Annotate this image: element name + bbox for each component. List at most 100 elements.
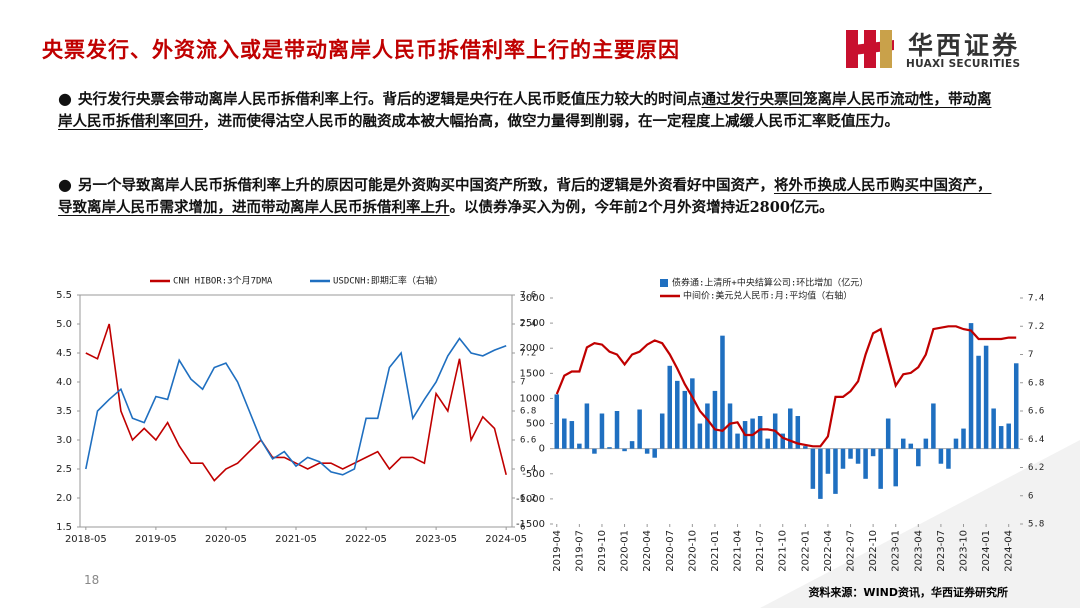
bar bbox=[577, 443, 582, 449]
x-tick-label: 2023-01 bbox=[891, 530, 902, 572]
bar bbox=[727, 403, 733, 449]
x-tick-label: 2021-07 bbox=[755, 530, 766, 572]
y-tick-label: 3000 bbox=[520, 293, 545, 304]
bar bbox=[592, 448, 597, 454]
bar bbox=[652, 448, 657, 458]
y-tick-label: 1000 bbox=[520, 393, 545, 404]
x-tick-label: 2023-05 bbox=[415, 534, 457, 545]
bar bbox=[614, 411, 620, 449]
logo-subtitle: HUAXI SECURITIES bbox=[906, 58, 1021, 70]
x-tick-label: 2018-05 bbox=[65, 534, 107, 545]
x-tick-label: 2020-10 bbox=[687, 530, 698, 572]
y-tick-label: 2500 bbox=[520, 318, 545, 329]
y-tick-label: 5.5 bbox=[56, 290, 72, 301]
y2-tick-label: 6.8 bbox=[1028, 378, 1044, 388]
bar bbox=[848, 448, 853, 459]
y2-tick-label: 7 bbox=[1028, 350, 1033, 360]
bar bbox=[968, 323, 974, 449]
bar bbox=[916, 448, 921, 467]
y-tick-label: -1000 bbox=[516, 494, 545, 505]
bar bbox=[885, 418, 891, 449]
bar bbox=[818, 448, 823, 499]
x-tick-label: 2023-07 bbox=[936, 530, 947, 572]
bar bbox=[607, 447, 612, 449]
legend-swatch bbox=[660, 279, 668, 287]
y-tick-label: 3.5 bbox=[56, 406, 72, 417]
x-tick-label: 2023-10 bbox=[959, 530, 970, 572]
bar bbox=[788, 408, 793, 449]
legend-label: CNH HIBOR:3个月7DMA bbox=[173, 276, 273, 287]
page-number: 18 bbox=[84, 573, 100, 587]
x-tick-label: 2022-05 bbox=[345, 534, 387, 545]
y2-tick-label: 6.2 bbox=[520, 494, 536, 504]
x-tick-label: 2020-01 bbox=[620, 530, 631, 572]
underlined-text: 将外币换成人民币购买中国资产，导致离岸人民币需求增加，进而带动离岸人民币拆借利率… bbox=[58, 177, 992, 216]
y-tick-label: 1.5 bbox=[56, 522, 72, 533]
y-tick-label: 2000 bbox=[520, 343, 545, 354]
bar bbox=[931, 403, 936, 449]
y2-tick-label: 7.2 bbox=[520, 349, 536, 359]
bar bbox=[825, 448, 831, 474]
x-tick-label: 2022-07 bbox=[846, 530, 857, 572]
y-tick-label: 1500 bbox=[520, 368, 545, 379]
x-tick-label: 2022-10 bbox=[868, 530, 879, 572]
y2-tick-label: 7.4 bbox=[520, 320, 536, 330]
bar bbox=[991, 408, 996, 449]
text: ，进而使得沽空人民币的融资成本被大幅抬高，做空力量得到削弱，在一定程度上减缓人民… bbox=[203, 113, 899, 130]
x-tick-label: 2019-07 bbox=[574, 530, 585, 572]
bar bbox=[810, 448, 816, 489]
bar bbox=[1006, 423, 1011, 449]
bar bbox=[659, 413, 665, 449]
x-tick-label: 2021-04 bbox=[733, 530, 744, 572]
bar bbox=[697, 423, 703, 449]
bar bbox=[923, 438, 929, 449]
bar bbox=[644, 448, 650, 454]
y2-tick-label: 6.6 bbox=[1028, 407, 1044, 417]
y2-tick-label: 6.6 bbox=[520, 436, 536, 446]
y-tick-label: -1500 bbox=[516, 519, 545, 530]
bar bbox=[622, 448, 627, 452]
y-tick-label: 4.5 bbox=[56, 348, 72, 359]
y2-tick-label: 6.2 bbox=[1028, 463, 1044, 473]
x-tick-label: 2024-04 bbox=[1004, 530, 1015, 572]
text: 央行发行央票会带动离岸人民币拆借利率上行。背后的逻辑是央行在人民币贬值压力较大的… bbox=[77, 91, 702, 108]
legend-label: 中间价:美元兑人民币:月:平均值（右轴） bbox=[683, 290, 852, 302]
bar bbox=[735, 433, 740, 449]
legend-label: USDCNH:即期汇率（右轴） bbox=[333, 275, 443, 287]
bar bbox=[1013, 363, 1019, 449]
bullet: ● 另一个导致离岸人民币拆借利率上升的原因可能是外资购买中国资产所致，背后的逻辑是… bbox=[58, 175, 992, 216]
bar bbox=[720, 335, 725, 449]
x-tick-label: 2019-04 bbox=[552, 530, 563, 572]
bar bbox=[840, 448, 846, 469]
line-series bbox=[555, 325, 1017, 448]
bar bbox=[893, 448, 898, 487]
y2-tick-label: 6.4 bbox=[1028, 435, 1044, 445]
y2-tick-label: 7.6 bbox=[520, 291, 536, 301]
x-tick-label: 2024-01 bbox=[981, 530, 992, 572]
x-tick-label: 2020-05 bbox=[205, 534, 247, 545]
bar bbox=[712, 390, 718, 449]
bar bbox=[946, 448, 951, 469]
bar bbox=[675, 380, 680, 449]
y2-tick-label: 7.4 bbox=[1028, 294, 1044, 304]
bar bbox=[554, 394, 560, 449]
y-tick-label: 500 bbox=[526, 419, 545, 430]
x-tick-label: 2019-05 bbox=[135, 534, 177, 545]
bar bbox=[870, 448, 876, 457]
bar bbox=[629, 441, 635, 449]
bar bbox=[750, 418, 755, 449]
bar bbox=[690, 378, 695, 449]
y-tick-label: 2.0 bbox=[56, 493, 72, 504]
y-tick-label: 3.0 bbox=[56, 435, 72, 446]
bar bbox=[682, 390, 688, 449]
bar bbox=[705, 403, 710, 449]
bar bbox=[637, 409, 642, 449]
bar bbox=[908, 443, 914, 449]
x-tick-label: 2022-01 bbox=[800, 530, 811, 572]
bar bbox=[667, 365, 673, 449]
x-tick-label: 2021-01 bbox=[710, 530, 721, 572]
y2-tick-label: 6 bbox=[520, 523, 525, 533]
